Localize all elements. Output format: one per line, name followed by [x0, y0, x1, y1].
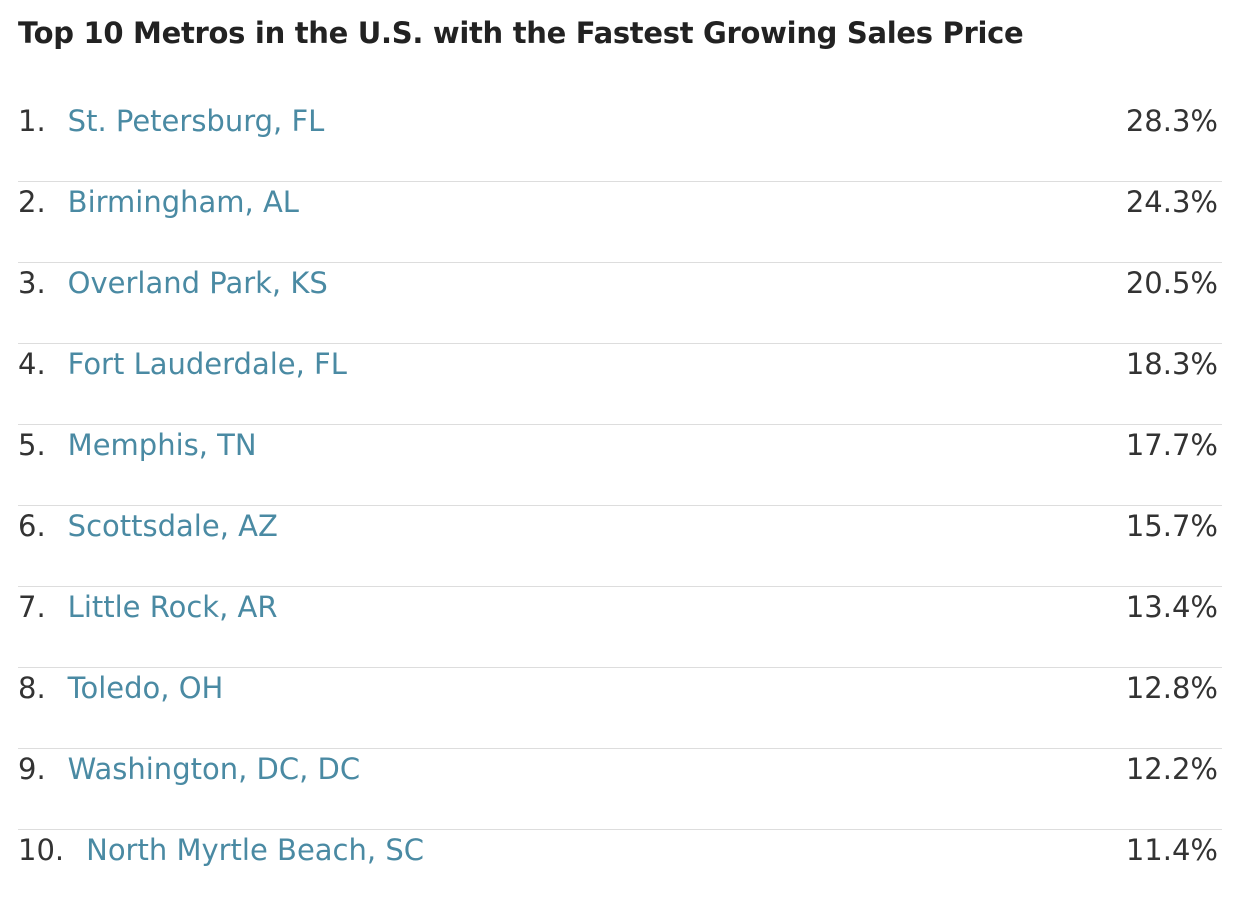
list-item-content: 10. North Myrtle Beach, SC 11.4%: [18, 830, 1218, 870]
list-item-content: 2. Birmingham, AL 24.3%: [18, 182, 1218, 222]
growth-value: 12.8%: [1125, 671, 1218, 705]
growth-value: 24.3%: [1125, 185, 1218, 219]
growth-value: 12.2%: [1125, 752, 1218, 786]
page-title: Top 10 Metros in the U.S. with the Faste…: [18, 16, 1024, 50]
rank-number: 10.: [18, 833, 65, 867]
list-item: 5. Memphis, TN 17.7%: [18, 425, 1222, 506]
list-item: 2. Birmingham, AL 24.3%: [18, 182, 1222, 263]
growth-value: 20.5%: [1125, 266, 1218, 300]
list-item-content: 8. Toledo, OH 12.8%: [18, 668, 1218, 708]
list-item-content: 1. St. Petersburg, FL 28.3%: [18, 101, 1218, 141]
rank-number: 9.: [18, 752, 46, 786]
list-item: 4. Fort Lauderdale, FL 18.3%: [18, 344, 1222, 425]
list-item-content: 7. Little Rock, AR 13.4%: [18, 587, 1218, 627]
growth-value: 17.7%: [1125, 428, 1218, 462]
metro-link[interactable]: Birmingham, AL: [67, 185, 299, 219]
metro-link[interactable]: St. Petersburg, FL: [67, 104, 325, 138]
metro-link[interactable]: Overland Park, KS: [67, 266, 328, 300]
rank-number: 7.: [18, 590, 46, 624]
rank-number: 5.: [18, 428, 46, 462]
metro-list: 1. St. Petersburg, FL 28.3% 2. Birmingham, A…: [18, 101, 1222, 911]
rank-number: 2.: [18, 185, 46, 219]
metro-link[interactable]: Washington, DC, DC: [67, 752, 361, 786]
metro-link[interactable]: Memphis, TN: [67, 428, 257, 462]
list-item-content: 9. Washington, DC, DC 12.2%: [18, 749, 1218, 789]
list-item: 10. North Myrtle Beach, SC 11.4%: [18, 830, 1222, 911]
list-item-content: 3. Overland Park, KS 20.5%: [18, 263, 1218, 303]
list-item-content: 5. Memphis, TN 17.7%: [18, 425, 1218, 465]
growth-value: 18.3%: [1125, 347, 1218, 381]
list-item-content: 6. Scottsdale, AZ 15.7%: [18, 506, 1218, 546]
rank-number: 3.: [18, 266, 46, 300]
metro-link[interactable]: North Myrtle Beach, SC: [86, 833, 424, 867]
list-item: 9. Washington, DC, DC 12.2%: [18, 749, 1222, 830]
growth-value: 15.7%: [1125, 509, 1218, 543]
list-item: 1. St. Petersburg, FL 28.3%: [18, 101, 1222, 182]
growth-value: 13.4%: [1125, 590, 1218, 624]
metro-link[interactable]: Fort Lauderdale, FL: [67, 347, 347, 381]
list-item: 3. Overland Park, KS 20.5%: [18, 263, 1222, 344]
metro-link[interactable]: Toledo, OH: [67, 671, 224, 705]
metros-widget: Top 10 Metros in the U.S. with the Faste…: [18, 0, 1222, 911]
list-item: 7. Little Rock, AR 13.4%: [18, 587, 1222, 668]
list-item: 6. Scottsdale, AZ 15.7%: [18, 506, 1222, 587]
rank-number: 8.: [18, 671, 46, 705]
rank-number: 1.: [18, 104, 46, 138]
growth-value: 11.4%: [1125, 833, 1218, 867]
metro-link[interactable]: Little Rock, AR: [67, 590, 278, 624]
rank-number: 4.: [18, 347, 46, 381]
rank-number: 6.: [18, 509, 46, 543]
metro-link[interactable]: Scottsdale, AZ: [67, 509, 278, 543]
list-item: 8. Toledo, OH 12.8%: [18, 668, 1222, 749]
list-item-content: 4. Fort Lauderdale, FL 18.3%: [18, 344, 1218, 384]
growth-value: 28.3%: [1125, 104, 1218, 138]
